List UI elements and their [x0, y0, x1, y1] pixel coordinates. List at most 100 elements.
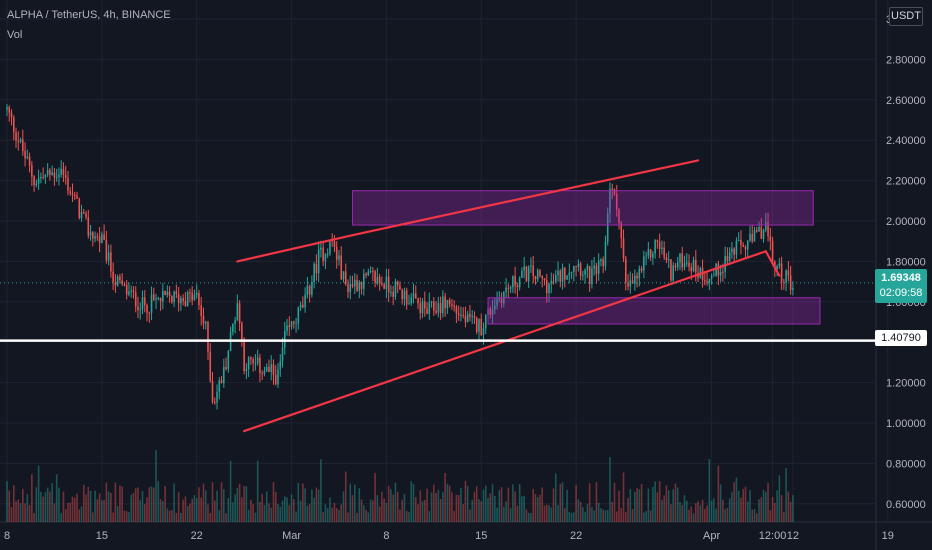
candle-body — [162, 291, 164, 302]
volume-bar — [60, 513, 62, 522]
candle-body — [710, 276, 713, 280]
volume-bar — [322, 512, 324, 522]
candle-body — [586, 266, 589, 270]
volume-bar — [383, 498, 385, 522]
volume-bar — [674, 483, 677, 522]
candle-body — [272, 364, 275, 375]
candle-body — [561, 267, 564, 282]
candle-body — [367, 271, 370, 276]
volume-bar — [706, 505, 708, 522]
volume-bar — [64, 509, 67, 522]
candle-body — [577, 263, 580, 268]
candle-body — [44, 174, 47, 178]
candle-body — [539, 270, 541, 277]
candle-body — [656, 240, 659, 242]
volume-bar — [550, 507, 553, 522]
volume-bar — [518, 484, 521, 522]
candle-body — [749, 233, 751, 241]
volume-bar — [688, 509, 690, 522]
volume-bar — [37, 465, 40, 522]
candle-body — [236, 303, 239, 321]
volume-bar — [55, 474, 58, 522]
candle-body — [755, 230, 758, 232]
currency-badge[interactable]: USDT — [889, 7, 923, 26]
volume-bar — [582, 507, 584, 522]
volume-bar — [15, 501, 17, 522]
time-tick-label: Mar — [282, 530, 301, 542]
candle-body — [722, 271, 724, 273]
volume-bar — [453, 510, 455, 522]
volume-bar — [33, 513, 35, 522]
candle-body — [89, 232, 92, 236]
volume-bar — [347, 512, 349, 522]
candle-body — [166, 291, 169, 296]
candle-body — [265, 366, 268, 371]
time-tick-label: 15 — [475, 530, 487, 542]
volume-bar — [419, 490, 422, 522]
volume-bar — [313, 497, 315, 522]
candle-body — [548, 283, 550, 294]
volume-bar — [76, 493, 78, 522]
candle-body — [758, 226, 760, 232]
candle-body — [776, 266, 778, 269]
volume-bar — [735, 477, 738, 522]
candle-body — [204, 322, 207, 324]
volume-bar — [31, 474, 33, 522]
bar-countdown: 02:09:58 — [879, 287, 923, 299]
candle-body — [498, 298, 501, 300]
candle-body — [579, 263, 582, 276]
candle-body — [157, 298, 160, 300]
candle-body — [787, 270, 790, 276]
candle-body — [484, 314, 487, 329]
volume-bar — [150, 486, 153, 522]
volume-bar — [602, 509, 604, 522]
volume-bar — [765, 491, 767, 522]
candle-body — [326, 253, 329, 255]
price-tick-label: 2.20000 — [886, 176, 926, 188]
candle-body — [198, 293, 200, 306]
candle-body — [728, 251, 731, 262]
candle-body — [658, 241, 661, 249]
candle-body — [726, 256, 729, 262]
candle-body — [475, 317, 478, 332]
volume-bar — [297, 483, 300, 522]
volume-bar — [575, 485, 577, 522]
volume-bar — [455, 494, 458, 522]
volume-bar — [530, 513, 532, 522]
candle-body — [731, 248, 733, 252]
time-tick-label: 12:00 — [759, 530, 787, 542]
volume-bar — [304, 488, 306, 522]
candle-body — [112, 271, 114, 283]
volume-bar — [51, 483, 53, 522]
candle-body — [724, 256, 726, 272]
volume-bar — [475, 486, 478, 522]
candle-body — [313, 264, 315, 282]
candle-body — [344, 271, 347, 285]
candle-body — [534, 276, 537, 280]
candle-body — [622, 238, 625, 259]
volume-indicator-label[interactable]: Vol — [7, 29, 23, 41]
trendline — [764, 250, 781, 277]
candle-body — [49, 170, 51, 175]
candle-body — [148, 312, 151, 314]
candle-body — [103, 234, 105, 240]
candle-body — [263, 370, 266, 374]
volume-bar — [261, 494, 263, 522]
candle-body — [10, 112, 13, 118]
candle-body — [604, 241, 607, 267]
candle-body — [606, 213, 609, 242]
candle-body — [82, 212, 85, 214]
candle-body — [234, 320, 236, 324]
candle-body — [211, 381, 214, 402]
volume-bar — [570, 512, 573, 522]
candle-body — [286, 325, 288, 332]
time-tick-label: 19 — [882, 530, 894, 542]
volume-bar — [543, 505, 546, 522]
candle-body — [213, 401, 216, 403]
volume-bar — [376, 495, 379, 522]
volume-bar — [701, 499, 704, 522]
volume-bar — [783, 512, 785, 522]
volume-bar — [198, 487, 200, 522]
volume-bar — [141, 491, 144, 522]
